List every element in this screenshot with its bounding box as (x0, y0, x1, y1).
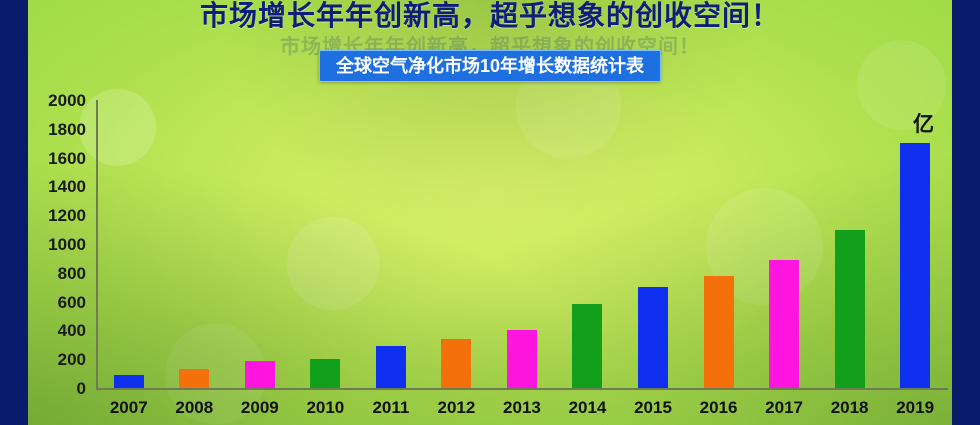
x-tick-label: 2016 (699, 398, 738, 417)
y-tick-label: 200 (57, 350, 86, 370)
y-tick-label: 1000 (48, 235, 86, 254)
x-tick-label: 2015 (634, 398, 672, 417)
bar-cell (489, 100, 555, 388)
y-tick-label: 600 (57, 292, 86, 312)
bar (244, 361, 275, 388)
bar (441, 339, 472, 388)
bar (310, 359, 341, 388)
y-axis-line (96, 100, 98, 388)
bar (375, 346, 406, 388)
bar (703, 275, 734, 388)
bar (900, 143, 931, 388)
headline: 市场增长年年创新高，超乎想象的创收空间！ (0, 0, 980, 36)
x-tick-label: 2014 (568, 398, 607, 417)
bar-cell (686, 100, 752, 388)
unit-label: 亿 (913, 113, 934, 136)
y-tick-label: 1400 (48, 177, 86, 197)
x-tick-label: 2012 (437, 398, 476, 417)
x-tick-label: 2019 (896, 398, 935, 417)
bar-cell (424, 100, 490, 388)
x-tick-label: 2017 (765, 398, 803, 417)
bar (834, 229, 865, 388)
y-tick-label: 1200 (48, 206, 86, 226)
subtitle-banner: 全球空气净化市场10年增长数据统计表 (318, 50, 662, 82)
bar-cell (227, 100, 293, 388)
bar-cell (751, 100, 817, 388)
y-tick-label: 1800 (48, 119, 86, 139)
bar (113, 375, 144, 388)
bar-cell (555, 100, 621, 388)
y-tick-label: 400 (57, 321, 86, 341)
x-axis-tick-labels: 2007 2008 2009 2010 2011 2012 2013 2014 2015 2016… (96, 394, 948, 422)
x-tick-label: 2011 (372, 398, 410, 417)
left-border-bar (0, 0, 28, 425)
bar-cell (162, 100, 228, 388)
y-tick-label: 2000 (48, 91, 86, 110)
bar (179, 368, 210, 388)
y-tick-label: 800 (57, 263, 86, 283)
x-tick-label: 2008 (175, 398, 214, 417)
bar (769, 259, 800, 388)
y-tick-label: 0 (76, 379, 86, 398)
bar-cell (882, 100, 948, 388)
right-border-bar (952, 0, 980, 425)
x-tick-label: 2018 (830, 398, 869, 417)
bar-cell (293, 100, 359, 388)
x-axis-line (96, 388, 948, 390)
x-tick-label: 2013 (503, 398, 541, 417)
y-axis-tick-labels: 0 200 400 600 800 1000 1200 1400 1600 1800 2000 (0, 91, 86, 398)
y-tick-label: 1600 (48, 148, 86, 168)
x-tick-label: 2010 (306, 398, 345, 417)
bar-cell (620, 100, 686, 388)
bar-cell (358, 100, 424, 388)
bar (572, 304, 603, 388)
headline-text: 市场增长年年创新高，超乎想象的创收空间！ (199, 0, 780, 31)
x-tick-label: 2009 (240, 398, 279, 417)
bar (506, 330, 537, 388)
bar-series (96, 100, 948, 388)
bar-cell (817, 100, 883, 388)
x-tick-label: 2007 (109, 398, 148, 417)
bar-cell (96, 100, 162, 388)
bar (638, 287, 669, 388)
